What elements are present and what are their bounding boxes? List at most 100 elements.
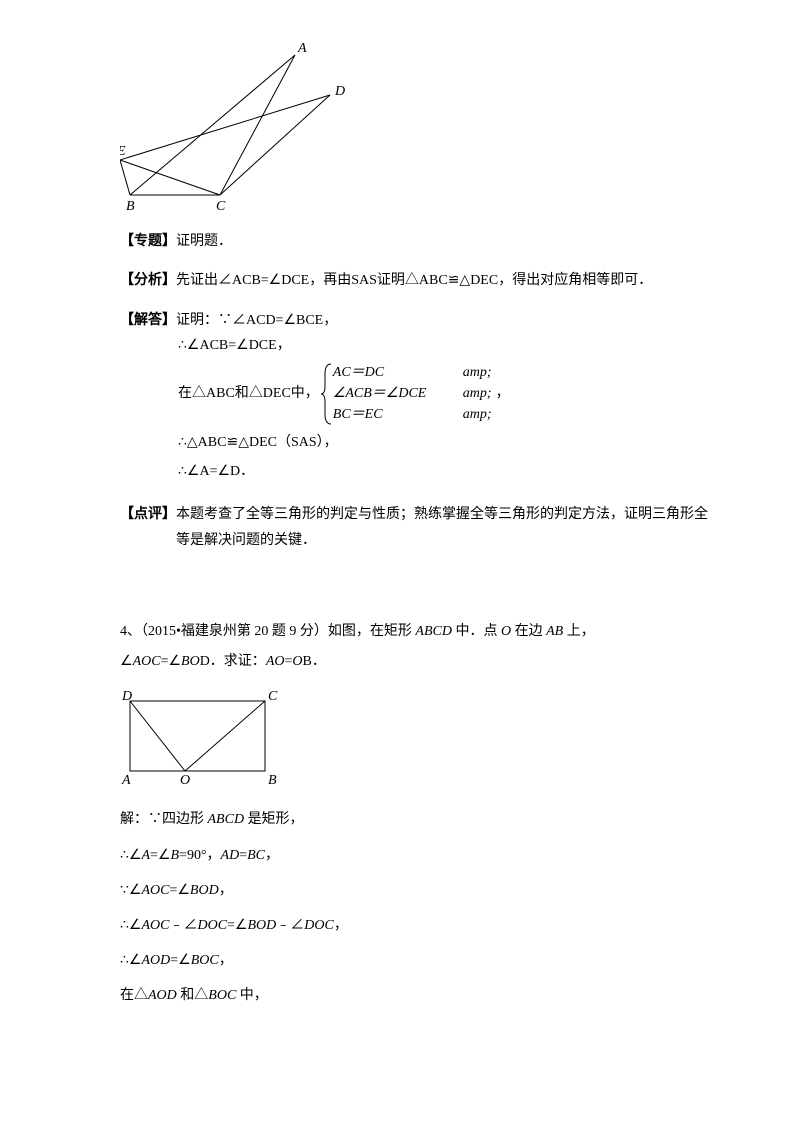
question-4: 4、（2015•福建泉州第 20 题 9 分）如图，在矩形 ABCD 中．点 O… [120, 617, 720, 679]
p2l2b: A [141, 848, 150, 863]
topic-text: 证明题． [176, 229, 720, 254]
p2l5d: BOC [191, 953, 219, 968]
figure-triangle-abcde: A B C D E [120, 40, 720, 219]
brace-amp-1: amp; [463, 362, 492, 383]
analysis-label: 【分析】 [120, 268, 176, 293]
p2l5b: AOD [141, 953, 170, 968]
rect-label-o: O [180, 773, 190, 786]
q4-mid3: 上， [563, 624, 595, 639]
q4-l2c: B． [303, 654, 326, 669]
p2l1a: 解：∵四边形 [120, 812, 208, 827]
topic-label: 【专题】 [120, 229, 176, 254]
brace-amp-3: amp; [463, 404, 492, 425]
p2l1c: 是矩形， [244, 812, 304, 827]
p2l4c: ﹣∠ [169, 918, 197, 933]
brace-amp-2: amp; [463, 383, 492, 404]
label-e: E [120, 144, 126, 159]
brace-row-1: AC＝DC amp; [333, 362, 492, 383]
topic-block: 【专题】 证明题． [120, 229, 720, 254]
left-brace-icon [319, 362, 333, 426]
p2l2e: =90°， [179, 848, 221, 863]
solution-line2: ∴∠ACB=∠DCE， [120, 333, 720, 358]
rect-label-d: D [121, 689, 132, 704]
proof-line-1: 解：∵四边形 ABCD 是矩形， [120, 807, 720, 832]
brace-row-3: BC＝EC amp; [333, 404, 492, 425]
comment-text: 本题考查了全等三角形的判定与性质；熟练掌握全等三角形的判定方法，证明三角形全等是… [176, 502, 720, 552]
p2l6d: BOC [208, 988, 236, 1003]
rect-label-c: C [268, 689, 278, 704]
analysis-block: 【分析】 先证出∠ACB=∠DCE，再由SAS证明△ABC≌△DEC，得出对应角… [120, 268, 720, 293]
brace-items: AC＝DC amp; ∠ACB＝∠DCE amp; BC＝EC amp; [333, 362, 492, 425]
q4-prefix: 4、（2015•福建泉州第 20 题 9 分）如图，在矩形 [120, 624, 415, 639]
p2l6c: 和△ [177, 988, 209, 1003]
brace-eq-2: ∠ACB＝∠DCE [333, 383, 463, 404]
p2l2h: BC [247, 848, 265, 863]
q4-ab: AB [546, 624, 563, 639]
q4-ao: AO [266, 654, 285, 669]
p2l6b: AOD [148, 988, 177, 1003]
p2l4d: DOC [197, 918, 227, 933]
proof-line-4: ∴∠AOC﹣∠DOC=∠BOD﹣∠DOC， [120, 913, 720, 938]
p2l3a: ∵∠ [120, 883, 141, 898]
rectangle-svg: D C A B O [120, 686, 280, 786]
q4-bod: BO [181, 654, 200, 669]
p2l4g: ﹣∠ [276, 918, 304, 933]
p2l6a: 在△ [120, 988, 148, 1003]
q4-ob: O [292, 654, 302, 669]
brace-intro: 在△ABC和△DEC中， [178, 381, 319, 406]
p2l4b: AOC [141, 918, 169, 933]
label-b: B [126, 199, 135, 210]
p2l4a: ∴∠ [120, 918, 141, 933]
proof-line-2: ∴∠A=∠B=90°，AD=BC， [120, 843, 720, 868]
label-a: A [297, 41, 307, 56]
p2l2a: ∴∠ [120, 848, 141, 863]
q4-eqsym: =∠ [161, 654, 181, 669]
p2l5e: ， [219, 953, 233, 968]
brace-eq-1: AC＝DC [333, 362, 463, 383]
proof-line-6: 在△AOD 和△BOC 中， [120, 983, 720, 1008]
p2l3c: =∠ [169, 883, 189, 898]
p2l5c: =∠ [170, 953, 190, 968]
comment-block: 【点评】 本题考查了全等三角形的判定与性质；熟练掌握全等三角形的判定方法，证明三… [120, 502, 720, 552]
q4-abcd: ABCD [415, 624, 452, 639]
p2l1b: ABCD [208, 812, 245, 827]
solution-label: 【解答】 [120, 308, 176, 333]
p2l2d: B [170, 848, 179, 863]
solution-line4: ∴∠A=∠D． [120, 459, 720, 484]
p2l2g: = [239, 848, 247, 863]
p2l3d: BOD [190, 883, 219, 898]
solution-line3: ∴△ABC≌△DEC（SAS）， [120, 430, 720, 455]
rect-label-b: B [268, 773, 277, 786]
solution-brace-row: 在△ABC和△DEC中， AC＝DC amp; ∠ACB＝∠DCE amp; B… [178, 362, 720, 426]
q4-mid1: 中．点 [452, 624, 501, 639]
p2l4f: BOD [247, 918, 276, 933]
brace-row-2: ∠ACB＝∠DCE amp; [333, 383, 492, 404]
brace-eq-3: BC＝EC [333, 404, 463, 425]
solution-block: 【解答】 证明：∵∠ACD=∠BCE， ∴∠ACB=∠DCE， 在△ABC和△D… [120, 308, 720, 485]
rect-label-a: A [121, 773, 131, 786]
brace-after: ， [492, 381, 510, 406]
label-c: C [216, 199, 226, 210]
p2l3e: ， [219, 883, 233, 898]
q4-o: O [501, 624, 511, 639]
p2l4h: DOC [304, 918, 334, 933]
q4-l2a: ∠ [120, 654, 133, 669]
p2l2i: ， [265, 848, 279, 863]
proof-line-3: ∵∠AOC=∠BOD， [120, 878, 720, 903]
analysis-text: 先证出∠ACB=∠DCE，再由SAS证明△ABC≌△DEC，得出对应角相等即可． [176, 268, 720, 293]
triangle-svg: A B C D E [120, 40, 350, 210]
section-spacer [120, 567, 720, 617]
figure-rectangle-abcdo: D C A B O [120, 686, 720, 795]
comment-label: 【点评】 [120, 502, 176, 552]
p2l2f: AD [221, 848, 240, 863]
p2l4i: ， [334, 918, 348, 933]
solution-line1: 证明：∵∠ACD=∠BCE， [176, 308, 337, 333]
proof-line-5: ∴∠AOD=∠BOC， [120, 948, 720, 973]
p2l5a: ∴∠ [120, 953, 141, 968]
p2l3b: AOC [141, 883, 169, 898]
q4-aoc: AOC [133, 654, 161, 669]
p2l4e: =∠ [227, 918, 247, 933]
q4-l2b: D．求证： [200, 654, 266, 669]
page-container: A B C D E 【专题】 证明题． 【分析】 先证出∠ACB=∠DCE，再由… [0, 0, 800, 1132]
p2l2c: =∠ [150, 848, 170, 863]
